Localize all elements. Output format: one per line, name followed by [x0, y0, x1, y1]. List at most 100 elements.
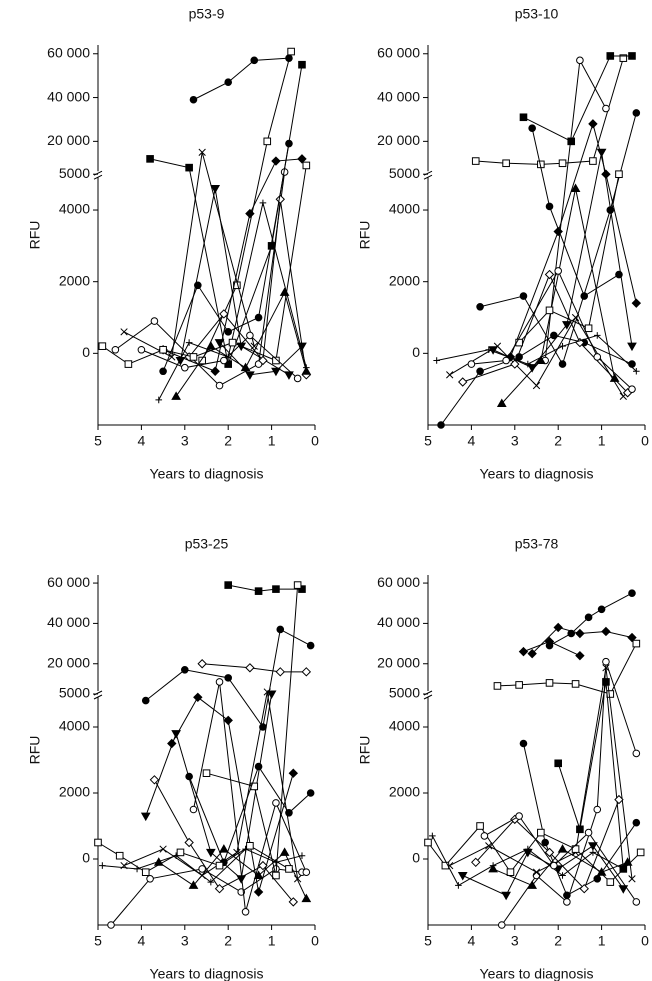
marker — [220, 356, 228, 365]
marker — [302, 868, 311, 877]
marker — [602, 664, 610, 672]
marker — [467, 360, 476, 368]
marker — [485, 842, 493, 850]
marker — [584, 324, 593, 333]
marker — [606, 878, 615, 886]
marker — [537, 828, 545, 837]
marker — [501, 891, 511, 901]
y-tick-label: 0 — [412, 344, 420, 360]
marker — [149, 775, 160, 785]
marker — [245, 208, 255, 219]
marker — [159, 345, 167, 354]
marker — [588, 842, 598, 851]
marker — [124, 360, 133, 368]
marker — [146, 155, 154, 163]
marker — [223, 715, 233, 726]
marker — [285, 865, 293, 873]
marker — [293, 581, 302, 589]
marker — [602, 104, 610, 113]
marker — [527, 648, 537, 659]
series-line — [228, 584, 302, 592]
marker — [579, 883, 589, 894]
marker — [146, 875, 154, 883]
marker — [271, 156, 281, 166]
marker — [159, 845, 167, 853]
marker — [518, 646, 529, 657]
marker — [524, 845, 532, 853]
marker — [457, 872, 468, 881]
marker — [575, 650, 585, 661]
series-line — [475, 57, 624, 165]
marker — [488, 863, 498, 873]
series-line — [531, 128, 620, 297]
y-tick-label: 20 000 — [47, 132, 90, 148]
marker — [184, 837, 194, 848]
marker — [287, 47, 295, 56]
x-tick-label: 4 — [468, 433, 476, 449]
y-tick-label: 2000 — [59, 784, 90, 800]
marker — [519, 739, 528, 748]
marker — [272, 859, 280, 866]
marker — [502, 159, 510, 168]
marker — [224, 328, 232, 336]
series-line — [479, 112, 637, 366]
marker — [545, 202, 554, 211]
marker — [628, 385, 636, 393]
x-tick-label: 1 — [598, 933, 606, 949]
y-tick-label: 4000 — [389, 201, 420, 217]
panel: p53-9 RFU Years to diagnosis 0 2000 4000 5000 2… — [27, 6, 319, 482]
marker — [272, 585, 280, 593]
y-axis-label: RFU — [357, 221, 373, 250]
marker — [493, 682, 502, 690]
marker — [250, 342, 258, 350]
marker — [219, 309, 229, 319]
panel: p53-78 RFU Years to diagnosis 0 2000 4000 5000… — [357, 536, 649, 981]
marker — [215, 678, 224, 686]
y-tick-label: 2000 — [389, 272, 420, 288]
x-tick-label: 0 — [311, 933, 319, 949]
marker — [99, 862, 106, 869]
marker — [544, 847, 555, 858]
chart-title: p53-78 — [515, 536, 559, 552]
x-axis-label: Years to diagnosis — [150, 466, 264, 482]
marker — [301, 893, 312, 903]
marker — [485, 346, 493, 354]
marker — [306, 789, 315, 797]
series-line — [202, 663, 307, 673]
series-line — [145, 628, 311, 729]
marker — [602, 657, 610, 666]
marker — [597, 605, 606, 614]
series-line — [192, 681, 307, 912]
marker — [189, 95, 198, 104]
x-axis-label: Years to diagnosis — [480, 466, 594, 482]
series-line — [162, 143, 290, 372]
y-tick-label: 2000 — [59, 272, 90, 288]
marker — [301, 667, 312, 677]
marker — [214, 883, 225, 894]
marker — [215, 381, 224, 390]
marker — [285, 139, 293, 148]
marker — [297, 342, 307, 352]
marker — [622, 857, 633, 866]
x-tick-label: 5 — [424, 933, 432, 949]
marker — [515, 681, 523, 689]
series-line — [158, 848, 307, 899]
series-line — [557, 681, 624, 869]
panel: p53-25 RFU Years to diagnosis 0 2000 4000 5000… — [27, 536, 319, 981]
marker — [254, 762, 263, 771]
marker — [275, 194, 285, 204]
marker — [275, 667, 285, 677]
marker — [141, 696, 150, 705]
marker — [632, 639, 641, 648]
marker — [210, 366, 220, 376]
marker — [150, 317, 159, 325]
marker — [570, 183, 581, 193]
series-line — [436, 334, 637, 372]
marker — [532, 868, 541, 876]
marker — [253, 870, 264, 879]
marker — [279, 847, 290, 856]
x-tick-label: 4 — [138, 933, 146, 949]
x-tick-label: 4 — [468, 933, 476, 949]
x-tick-label: 5 — [94, 433, 102, 449]
